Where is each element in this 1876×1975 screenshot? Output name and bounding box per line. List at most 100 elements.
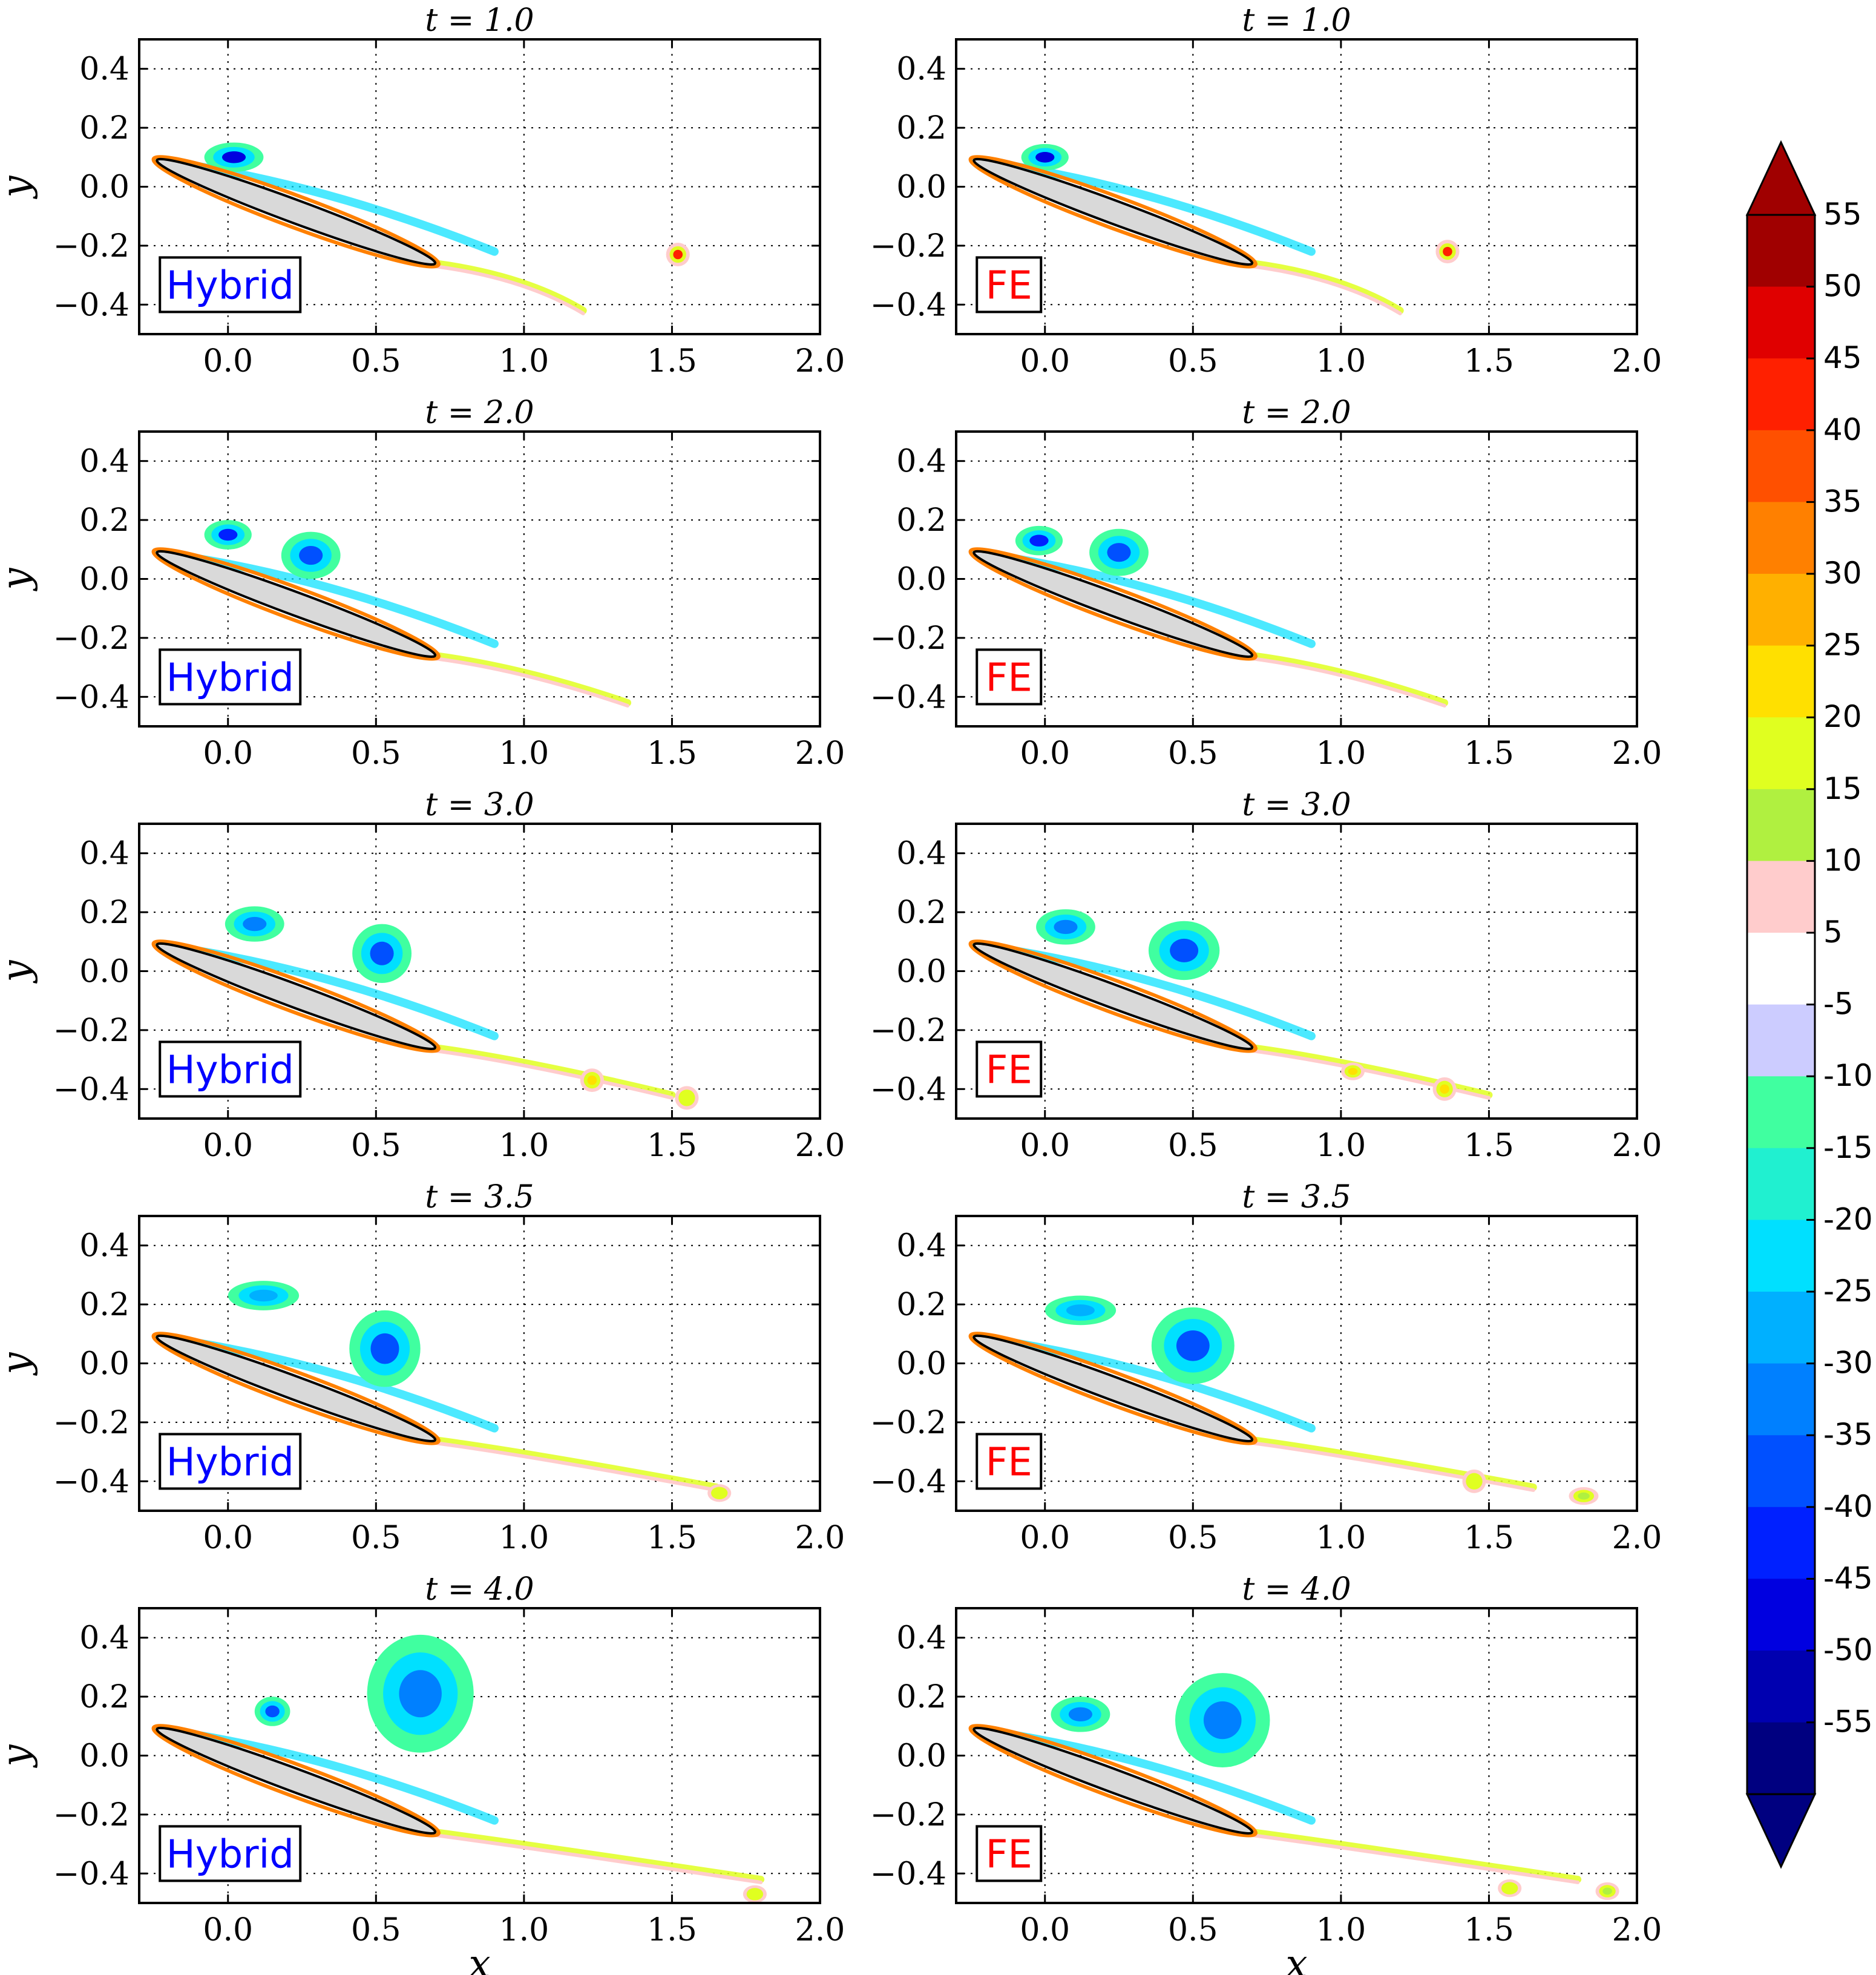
colorbar-tick-label: -20 <box>1823 1201 1873 1237</box>
y-tick-label: 0.2 <box>896 895 946 931</box>
method-label: FE <box>986 263 1032 308</box>
y-tick-label: −0.2 <box>53 1405 130 1441</box>
colorbar-tick-label: 50 <box>1823 269 1862 304</box>
y-axis-label: y <box>0 960 39 984</box>
wake-band <box>1248 652 1449 707</box>
method-label: Hybrid <box>166 1440 294 1485</box>
method-box <box>159 256 302 314</box>
airfoil-boundary-layer <box>968 155 1258 269</box>
x-tick-label: 0.5 <box>1168 1912 1218 1948</box>
airfoil <box>972 157 1254 266</box>
wake-band <box>1248 260 1404 315</box>
x-tick-label: 0.0 <box>203 343 253 380</box>
vortex-2-level-2 <box>1176 1330 1210 1361</box>
x-tick-label: 0.5 <box>1168 343 1218 380</box>
vortex-1-level-2 <box>221 151 246 163</box>
airfoil <box>972 1334 1254 1442</box>
vortex-2-level-2 <box>1443 246 1452 257</box>
x-tick-label: 1.0 <box>1316 343 1366 380</box>
y-tick-label: 0.0 <box>79 954 130 990</box>
plot-content <box>151 520 632 708</box>
airfoil <box>156 1726 437 1835</box>
x-tick-label: 2.0 <box>1612 735 1662 772</box>
x-tick-label: 0.0 <box>1020 343 1070 380</box>
panel-4: 0.0 0.5 1.0 1.5 2.0 0.4 0.2 0.0 −0.2 −0.4 t = 2.0 F… <box>870 395 1662 772</box>
y-tick-label: −0.4 <box>53 1856 130 1892</box>
vortex-2-level-2 <box>370 1333 399 1364</box>
x-tick-label: 0.5 <box>351 1912 401 1948</box>
x-tick-label: 1.0 <box>499 1520 549 1556</box>
colorbar-segment <box>1747 1579 1815 1651</box>
y-tick-label: 0.4 <box>896 51 946 88</box>
colorbar-tick-label: 25 <box>1823 628 1862 663</box>
colorbar-segment <box>1747 430 1815 503</box>
y-tick-label: −0.2 <box>53 228 130 265</box>
y-tick-label: −0.4 <box>870 1071 946 1108</box>
x-tick-label: 0.5 <box>351 1520 401 1556</box>
x-tick-label: 0.5 <box>351 343 401 380</box>
y-tick-label: 0.0 <box>896 1738 946 1775</box>
y-tick-label: −0.4 <box>53 287 130 323</box>
y-tick-label: 0.4 <box>79 836 130 872</box>
panel-8: 0.0 0.5 1.0 1.5 2.0 0.4 0.2 0.0 −0.2 −0.4 t = 3.5 F… <box>870 1179 1662 1556</box>
y-tick-label: −0.2 <box>53 1013 130 1049</box>
y-axis-label: y <box>0 568 39 592</box>
panel-7: 0.0 0.5 1.0 1.5 2.0 0.4 0.2 0.0 −0.2 −0.4 t = 3.5 y… <box>0 1179 845 1556</box>
y-tick-label: 0.4 <box>896 836 946 872</box>
vortex-1-level-2 <box>1029 534 1049 547</box>
x-tick-label: 1.5 <box>1464 1128 1514 1164</box>
colorbar-segment <box>1747 789 1815 862</box>
panel-title: t = 3.5 <box>1242 1179 1351 1215</box>
x-tick-label: 0.5 <box>1168 1520 1218 1556</box>
x-tick-label: 1.0 <box>1316 735 1366 772</box>
x-tick-label: 0.0 <box>203 1912 253 1948</box>
x-tick-label: 2.0 <box>795 1912 845 1948</box>
colorbar-segment <box>1747 1220 1815 1292</box>
x-tick-label: 1.0 <box>499 735 549 772</box>
colorbar-segment <box>1747 1722 1815 1795</box>
x-tick-label: 1.0 <box>499 343 549 380</box>
vortex-3-level-2 <box>1348 1068 1358 1075</box>
x-tick-label: 1.5 <box>647 735 697 772</box>
vortex-2-level-2 <box>1107 543 1131 562</box>
wake-outer <box>1250 1833 1580 1884</box>
y-tick-label: 0.0 <box>896 954 946 990</box>
vortex-4-level-2 <box>1440 1084 1449 1094</box>
colorbar-tick-label: -5 <box>1823 987 1854 1022</box>
colorbar-segment <box>1747 1292 1815 1364</box>
y-tick-label: 0.2 <box>896 1679 946 1715</box>
colorbar-tick-label: 40 <box>1823 412 1862 447</box>
y-tick-label: −0.2 <box>53 620 130 657</box>
vortex-4-level-2 <box>682 1093 692 1103</box>
wake-band <box>431 652 632 707</box>
airfoil-boundary-layer <box>968 1724 1258 1838</box>
airfoil-boundary-layer <box>151 939 441 1053</box>
panel-6: 0.0 0.5 1.0 1.5 2.0 0.4 0.2 0.0 −0.2 −0.4 t = 3.0 F… <box>870 787 1662 1164</box>
x-tick-label: 2.0 <box>795 735 845 772</box>
colorbar-segment <box>1747 1004 1815 1077</box>
colorbar-extend-top <box>1745 140 1817 216</box>
airfoil <box>156 157 437 266</box>
y-tick-label: 0.4 <box>896 1228 946 1264</box>
panel-title: t = 3.5 <box>425 1179 534 1215</box>
airfoil <box>156 550 437 658</box>
vortex-2-level-2 <box>1203 1701 1242 1740</box>
wake-outer <box>1250 264 1402 315</box>
panel-10: 0.0 0.5 1.0 1.5 2.0 0.4 0.2 0.0 −0.2 −0.4 t = 4.0 x… <box>870 1571 1662 1975</box>
method-label: FE <box>986 1832 1032 1877</box>
wake-band <box>431 1436 720 1491</box>
airfoil <box>156 942 437 1050</box>
panel-title: t = 3.0 <box>425 787 534 823</box>
vortex-4-level-2 <box>1602 1887 1612 1895</box>
colorbar-tick-label: 5 <box>1823 915 1843 950</box>
colorbar-tick-label: 15 <box>1823 771 1862 806</box>
y-tick-label: 0.0 <box>896 169 946 206</box>
wake-band <box>431 1829 765 1884</box>
y-tick-label: −0.2 <box>870 1405 946 1441</box>
y-tick-label: −0.4 <box>53 1071 130 1108</box>
x-tick-label: 1.5 <box>647 1128 697 1164</box>
vortex-1-level-2 <box>243 916 267 932</box>
vortex-1-level-2 <box>218 528 238 541</box>
x-tick-label: 0.0 <box>1020 1128 1070 1164</box>
